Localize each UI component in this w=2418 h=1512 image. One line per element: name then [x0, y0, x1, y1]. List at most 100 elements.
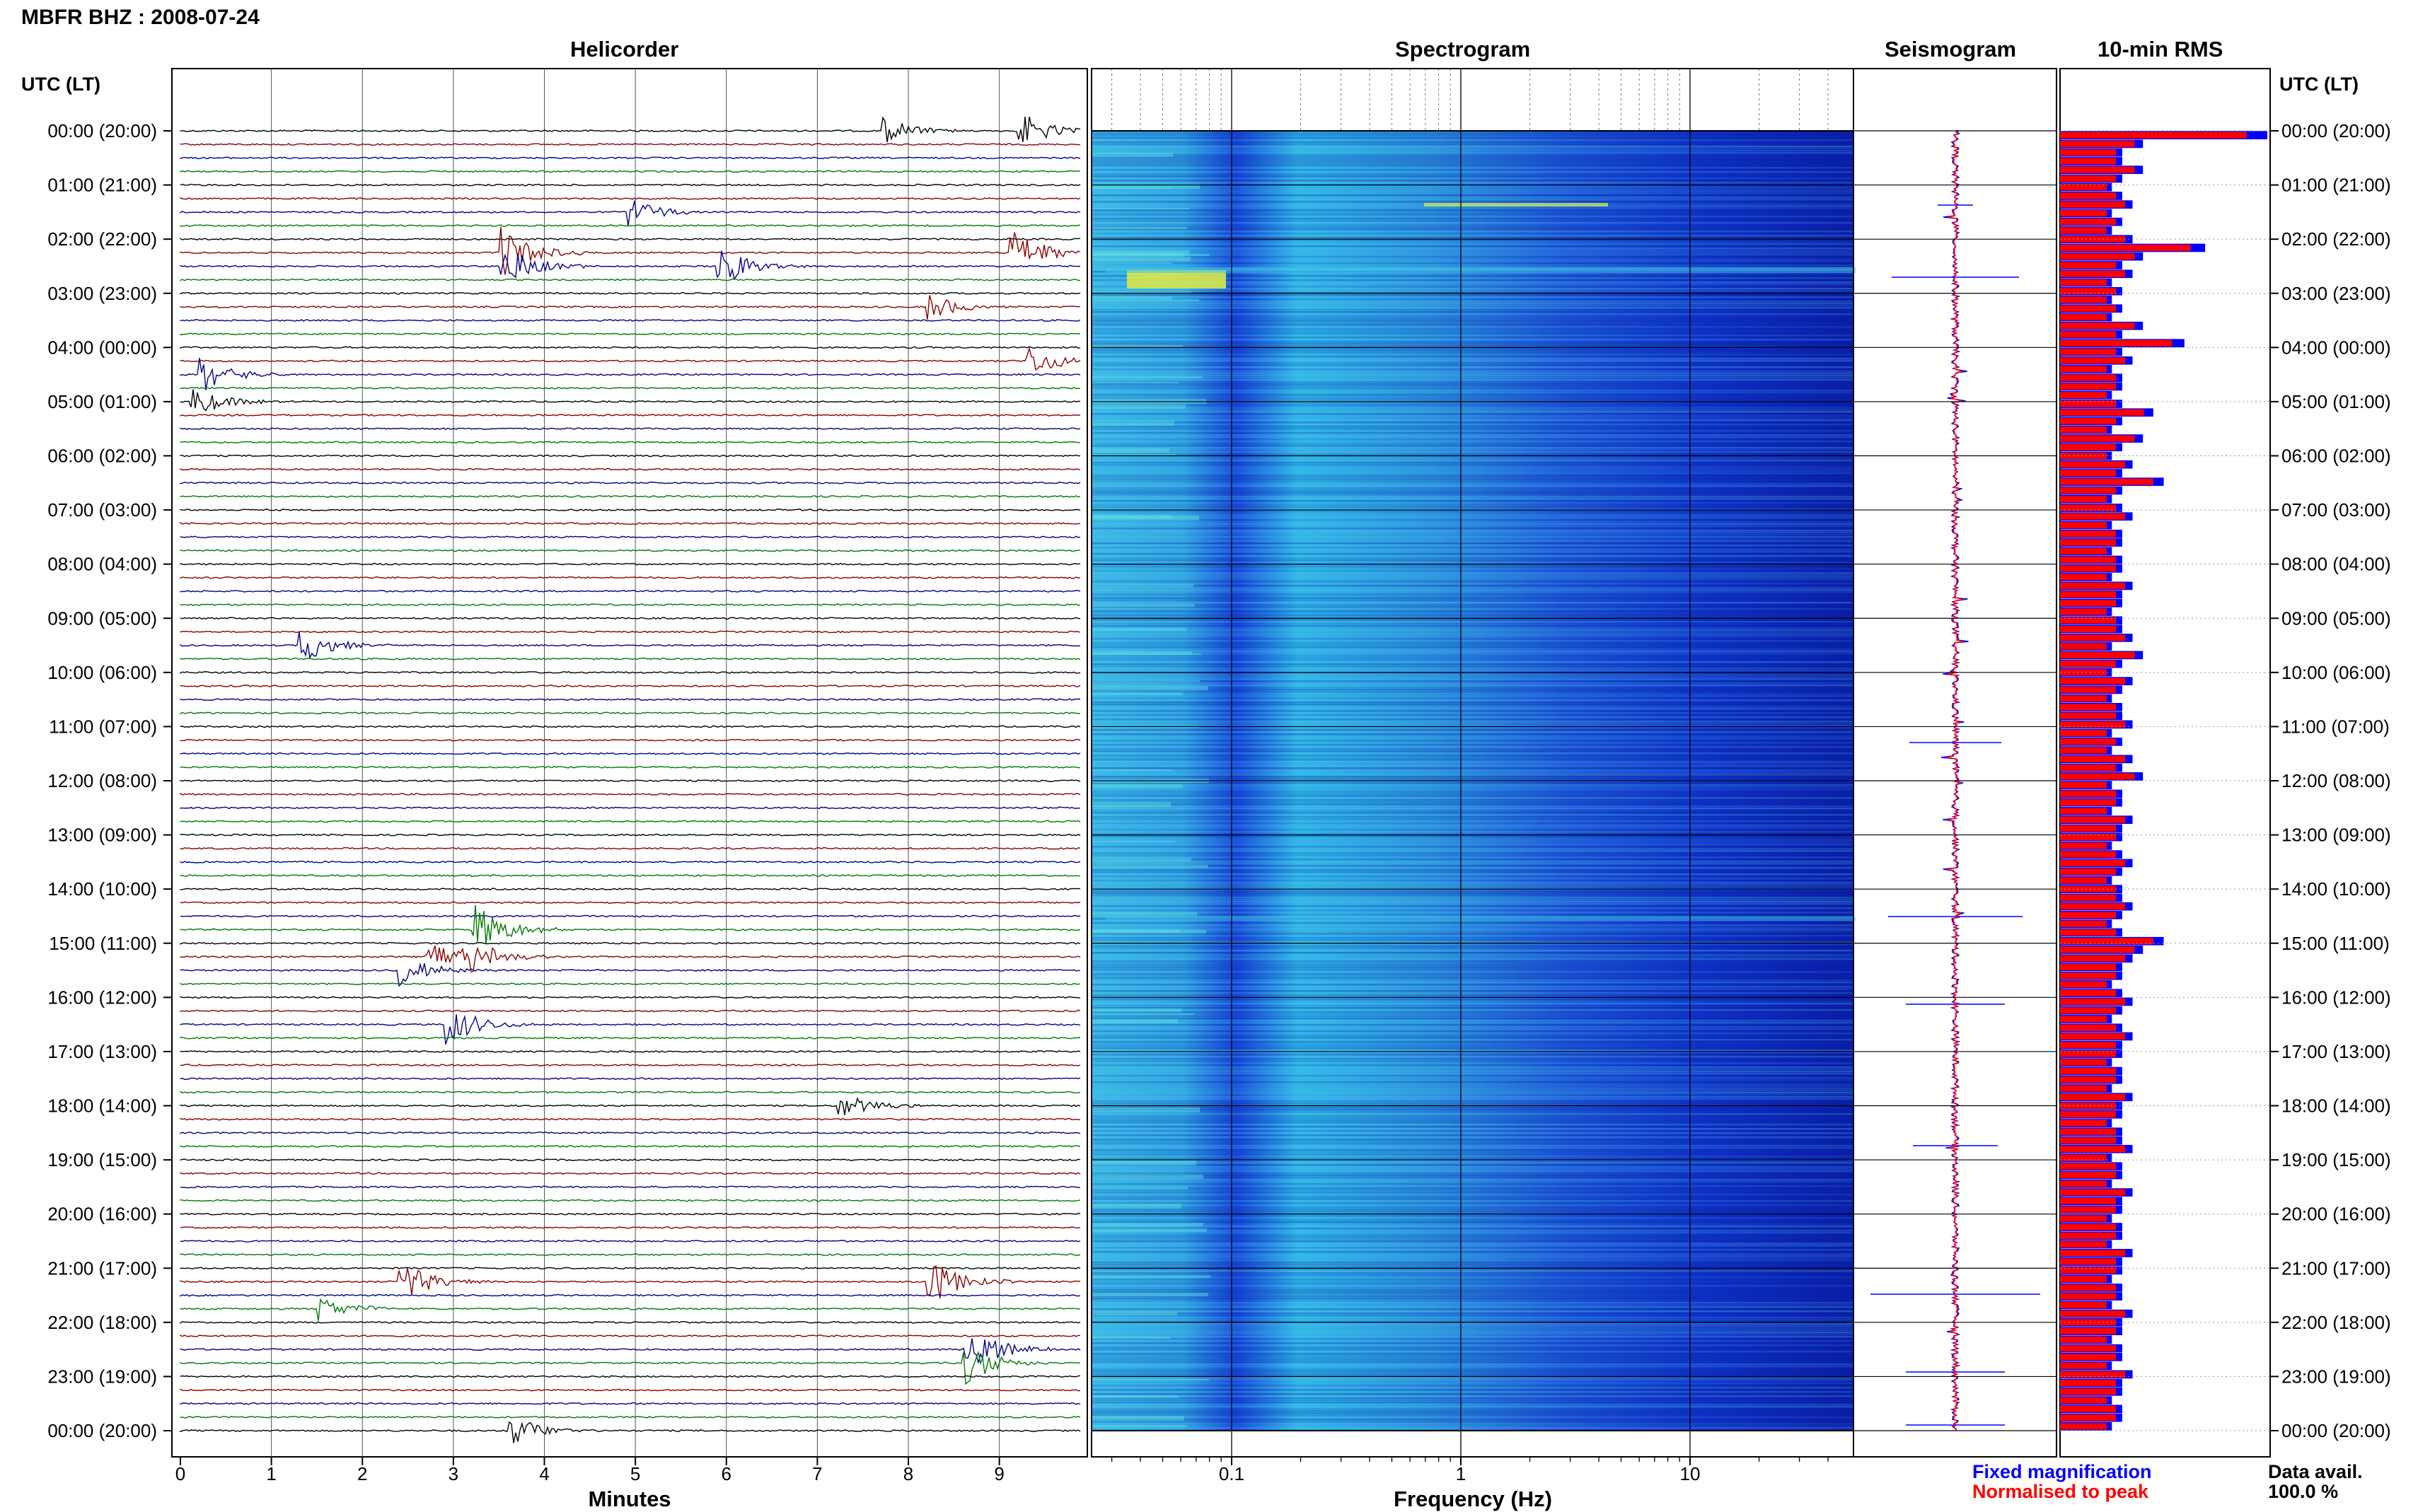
spectrogram-band: [1092, 852, 1853, 854]
helicorder-trace: [180, 495, 1081, 498]
spectrogram-band: [1092, 1368, 1853, 1370]
spectrogram-band: [1092, 1351, 1853, 1353]
helicorder-trace: [180, 685, 1081, 687]
utc-right-heading: UTC (LT): [2279, 74, 2359, 95]
spectrogram-band: [1092, 803, 1853, 806]
rms-bar-normalised: [2060, 998, 2126, 1005]
spectrogram-band: [1092, 661, 1853, 663]
spectrogram-band: [1092, 1024, 1853, 1026]
rms-bar-normalised: [2060, 574, 2107, 581]
spectrogram-band: [1092, 653, 1853, 655]
spectrogram-band: [1092, 1404, 1853, 1406]
utc-left-heading: UTC (LT): [21, 74, 100, 95]
spectrogram-band: [1092, 1223, 1853, 1226]
time-label-right: 06:00 (02:00): [2281, 446, 2391, 467]
spectrogram-band: [1092, 228, 1853, 231]
spectrogram-band: [1092, 600, 1853, 602]
helicorder-trace: [180, 1402, 1081, 1405]
spectrogram-band: [1092, 453, 1853, 455]
spectrogram-band: [1092, 1315, 1853, 1317]
helicorder-trace: [180, 116, 1081, 143]
spectrogram-band: [1092, 1069, 1853, 1071]
spectrogram-band: [1092, 585, 1853, 587]
spectrogram-band: [1092, 1272, 1853, 1274]
rms-bar-normalised: [2060, 730, 2107, 737]
spectrogram-band: [1092, 977, 1853, 979]
spectrogram-band: [1092, 1041, 1853, 1043]
spectrogram-band: [1092, 557, 1853, 559]
rms-bar-normalised: [2060, 383, 2117, 390]
spectrogram-band: [1092, 948, 1853, 950]
rms-bar-normalised: [2060, 357, 2126, 364]
spectrogram-band: [1092, 477, 1853, 479]
spectrogram-band: [1092, 659, 1853, 661]
spectrogram-band: [1092, 1177, 1853, 1179]
spectrogram-band: [1092, 559, 1853, 562]
spectrogram-band: [1092, 1022, 1853, 1024]
spectrogram-band: [1092, 1417, 1853, 1419]
spectrogram-band: [1092, 912, 1853, 914]
rms-bar-normalised: [2060, 712, 2117, 719]
spectrogram-band: [1092, 235, 1853, 237]
spectrogram-band: [1092, 1408, 1853, 1410]
time-label-right: 15:00 (11:00): [2281, 933, 2390, 954]
spectrogram-band: [1092, 1120, 1853, 1122]
rms-bar-normalised: [2060, 487, 2117, 494]
rms-bar-normalised: [2060, 634, 2126, 641]
spectrogram-band: [1092, 1336, 1853, 1338]
helicorder-trace: [180, 1388, 1081, 1392]
helicorder-trace: [180, 617, 1081, 620]
helicorder-trace: [180, 1212, 1081, 1216]
rms-bar-normalised: [2060, 808, 2107, 815]
spectrogram-band: [1092, 682, 1853, 685]
spectrogram-band: [1092, 929, 1853, 931]
spectrogram-band: [1092, 1007, 1853, 1009]
spectrogram-band: [1092, 233, 1853, 235]
spectrogram-band: [1092, 1147, 1853, 1149]
spectrogram-band: [1092, 436, 1853, 438]
spectrogram-band: [1092, 979, 1853, 982]
spectrogram-band: [1092, 990, 1853, 992]
spectrogram-band: [1092, 368, 1853, 371]
spectrogram-band: [1092, 197, 1853, 199]
spectrogram-band: [1092, 958, 1853, 960]
legend-fixed: Fixed magnification: [1972, 1461, 2152, 1482]
helicorder-trace: [180, 820, 1081, 823]
rms-bar-normalised: [2060, 903, 2126, 910]
rms-bar-normalised: [2060, 600, 2117, 607]
spectrogram-band: [1092, 988, 1853, 990]
spectrogram-band: [1092, 1035, 1853, 1037]
spectrogram-band: [1092, 769, 1853, 772]
spectrogram-band: [1092, 216, 1853, 218]
rms-bar-normalised: [2060, 1206, 2117, 1214]
rms-bar-normalised: [2060, 1076, 2117, 1083]
spectrogram-band: [1092, 538, 1853, 540]
spectrogram-band: [1092, 880, 1853, 882]
spectrogram-band: [1092, 636, 1853, 638]
helicorder-trace: [180, 1338, 1081, 1363]
spectrogram-band: [1092, 587, 1853, 589]
spectrogram-low-energy: [1092, 1395, 1179, 1398]
spectrogram-band: [1092, 617, 1853, 619]
spectrogram-band: [1092, 776, 1853, 778]
spectrogram-band: [1092, 180, 1853, 182]
time-label-left: 19:00 (15:00): [47, 1149, 157, 1170]
spectrogram-band: [1092, 347, 1853, 349]
rms-bar-normalised: [2060, 721, 2126, 728]
helicorder-trace: [180, 1185, 1080, 1189]
spectrogram-low-energy: [1092, 262, 1172, 264]
time-label-left: 09:00 (05:00): [47, 607, 157, 629]
rms-bar-normalised: [2060, 184, 2107, 191]
time-label-left: 10:00 (06:00): [47, 662, 157, 683]
spectrogram-low-energy: [1092, 1187, 1188, 1190]
spectrogram-band: [1092, 1045, 1853, 1047]
spectrogram-band: [1092, 447, 1853, 449]
spectrogram-band: [1092, 702, 1853, 704]
spectrogram-band: [1092, 1340, 1853, 1342]
time-label-left: 08:00 (04:00): [47, 554, 157, 575]
rms-bar-normalised: [2060, 513, 2126, 520]
spectrogram-band: [1092, 532, 1853, 534]
spectrogram-band: [1092, 345, 1853, 347]
helicorder-trace: [180, 711, 1081, 715]
